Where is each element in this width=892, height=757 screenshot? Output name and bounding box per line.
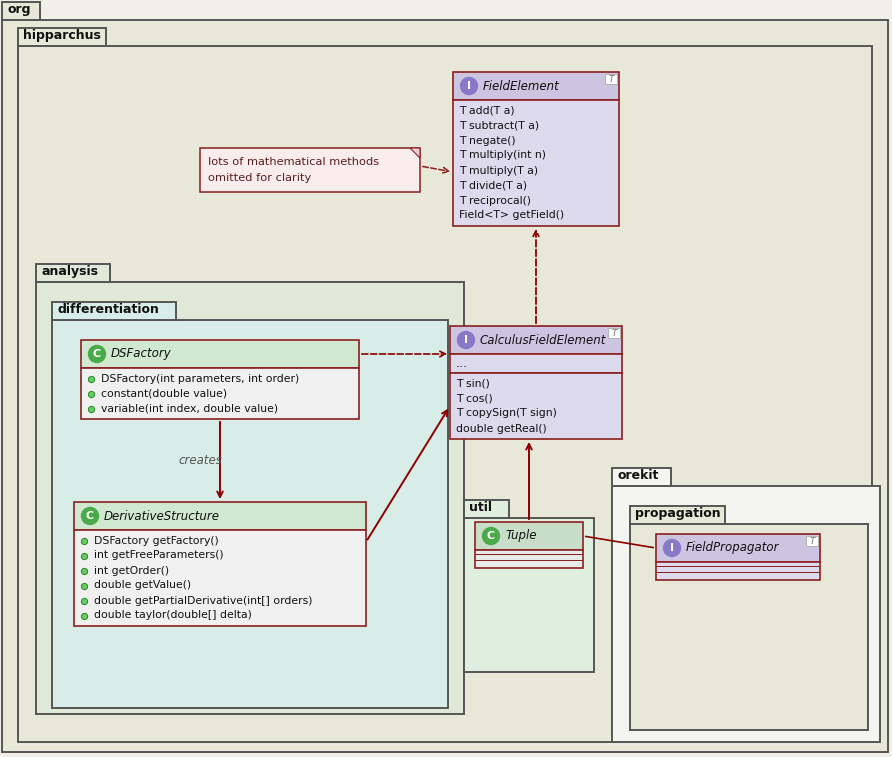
Text: FieldElement: FieldElement <box>483 79 560 92</box>
Text: creates: creates <box>178 453 222 466</box>
Text: DSFactory(int parameters, int order): DSFactory(int parameters, int order) <box>101 373 299 384</box>
Text: DSFactory: DSFactory <box>111 347 172 360</box>
Polygon shape <box>52 302 176 320</box>
Text: constant(double value): constant(double value) <box>101 388 227 398</box>
Text: C: C <box>487 531 495 541</box>
Text: ...: ... <box>456 357 468 370</box>
Polygon shape <box>410 148 420 158</box>
Polygon shape <box>2 2 39 20</box>
Text: T subtract(T a): T subtract(T a) <box>459 120 539 130</box>
Bar <box>475 554 583 555</box>
Bar <box>630 524 868 730</box>
Text: util: util <box>469 501 492 514</box>
Circle shape <box>88 345 105 363</box>
Text: T reciprocal(): T reciprocal() <box>459 195 531 205</box>
Polygon shape <box>630 506 725 524</box>
Text: DerivativeStructure: DerivativeStructure <box>104 509 220 522</box>
Bar <box>200 148 420 192</box>
Text: T negate(): T negate() <box>459 136 516 145</box>
Text: I: I <box>670 543 674 553</box>
Text: double getPartialDerivative(int[] orders): double getPartialDerivative(int[] orders… <box>94 596 312 606</box>
Circle shape <box>460 77 477 95</box>
Polygon shape <box>18 28 106 46</box>
Text: T add(T a): T add(T a) <box>459 105 515 116</box>
Circle shape <box>81 507 98 525</box>
Text: T divide(T a): T divide(T a) <box>459 180 527 191</box>
Bar <box>450 326 622 354</box>
Text: Tuple: Tuple <box>505 529 536 543</box>
Text: lots of mathematical methods: lots of mathematical methods <box>208 157 379 167</box>
Text: T: T <box>809 537 814 546</box>
Bar <box>450 373 622 439</box>
Text: int getOrder(): int getOrder() <box>94 565 169 575</box>
Text: T multiply(T a): T multiply(T a) <box>459 166 538 176</box>
Bar <box>475 522 583 550</box>
Bar <box>453 72 619 100</box>
Text: hipparchus: hipparchus <box>23 29 101 42</box>
Bar <box>608 328 620 338</box>
Bar <box>36 282 464 714</box>
Circle shape <box>458 332 475 348</box>
Bar <box>656 534 820 562</box>
Text: double getValue(): double getValue() <box>94 581 191 590</box>
Text: T copySign(T sign): T copySign(T sign) <box>456 409 557 419</box>
Text: T multiply(int n): T multiply(int n) <box>459 151 546 160</box>
Polygon shape <box>612 468 671 486</box>
Bar <box>450 354 622 373</box>
Bar <box>52 320 448 708</box>
Text: DSFactory getFactory(): DSFactory getFactory() <box>94 535 219 546</box>
Bar <box>475 550 583 568</box>
Text: CalculusFieldElement: CalculusFieldElement <box>480 334 607 347</box>
Text: I: I <box>464 335 468 345</box>
Text: double taylor(double[] delta): double taylor(double[] delta) <box>94 610 252 621</box>
Text: T sin(): T sin() <box>456 378 490 388</box>
Bar <box>806 536 818 546</box>
Bar <box>74 502 366 530</box>
Text: T: T <box>608 74 614 83</box>
Bar <box>605 74 617 84</box>
Circle shape <box>483 528 500 544</box>
Text: org: org <box>7 3 30 16</box>
Text: C: C <box>93 349 101 359</box>
Polygon shape <box>464 500 508 518</box>
Bar <box>81 340 359 368</box>
Text: FieldPropagator: FieldPropagator <box>686 541 780 554</box>
Text: T: T <box>611 329 616 338</box>
Circle shape <box>664 540 681 556</box>
Text: variable(int index, double value): variable(int index, double value) <box>101 403 278 413</box>
Bar <box>81 368 359 419</box>
Bar <box>74 530 366 626</box>
Bar <box>464 518 594 672</box>
Bar <box>656 566 820 567</box>
Text: T cos(): T cos() <box>456 394 492 403</box>
Text: propagation: propagation <box>635 507 721 520</box>
Bar <box>656 572 820 573</box>
Text: orekit: orekit <box>617 469 658 482</box>
Bar <box>475 560 583 561</box>
Polygon shape <box>36 264 110 282</box>
Bar <box>453 100 619 226</box>
Text: int getFreeParameters(): int getFreeParameters() <box>94 550 224 560</box>
Text: analysis: analysis <box>41 265 98 278</box>
Text: C: C <box>86 511 94 521</box>
Text: Field<T> getField(): Field<T> getField() <box>459 210 564 220</box>
Bar <box>612 486 880 742</box>
Bar <box>656 562 820 580</box>
Text: I: I <box>467 81 471 91</box>
Text: differentiation: differentiation <box>57 303 159 316</box>
Text: omitted for clarity: omitted for clarity <box>208 173 311 183</box>
Text: double getReal(): double getReal() <box>456 423 547 434</box>
